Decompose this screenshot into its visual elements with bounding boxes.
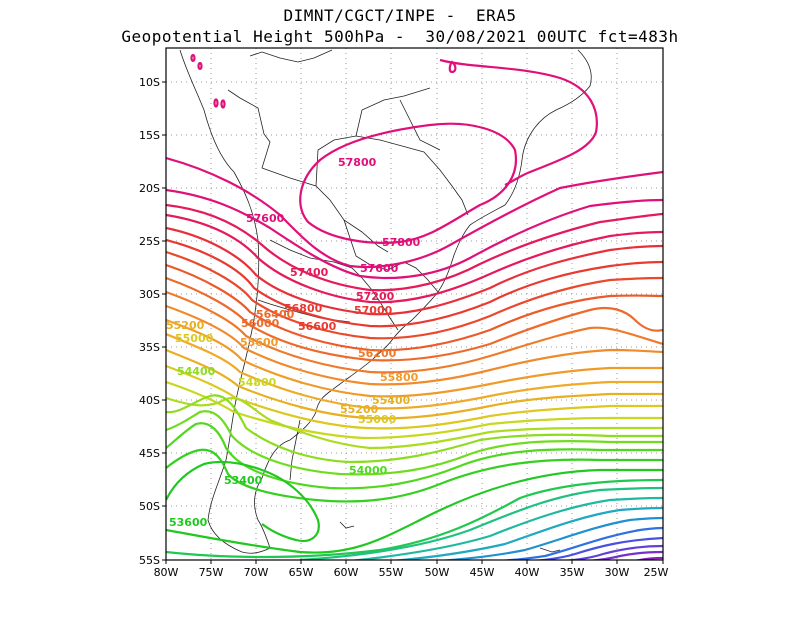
coastlines — [179, 49, 592, 554]
lat-label: 30S — [139, 288, 160, 301]
lat-labels: 10S 15S 20S 25S 30S 35S 40S 45S 50S 55S — [139, 76, 160, 567]
map-title-source: DIMNT/CGCT/INPE - ERA5 — [283, 6, 517, 25]
contour-label: 56000 — [241, 317, 280, 330]
lat-label: 10S — [139, 76, 160, 89]
contour-label: 55200 — [166, 319, 205, 332]
contour-label: 57400 — [290, 266, 329, 279]
lon-label: 25W — [644, 566, 669, 579]
contour-label: 56800 — [284, 302, 323, 315]
lon-label: 75W — [199, 566, 224, 579]
plot-frame — [165, 47, 664, 561]
contour-blobs — [190, 53, 226, 109]
lon-ticks — [165, 560, 664, 564]
contour-label: 57600 — [360, 262, 399, 275]
contour-label-group: 57800 57800 57600 57600 57400 57200 5700… — [166, 156, 421, 529]
lon-label: 65W — [289, 566, 314, 579]
contour-label: 54800 — [238, 376, 277, 389]
contour-label: 55000 — [358, 413, 397, 426]
contour-label: 57800 — [382, 236, 421, 249]
contour-label: 56600 — [298, 320, 337, 333]
lat-label: 55S — [139, 554, 160, 567]
graticule — [166, 48, 663, 560]
contour-label: 57600 — [246, 212, 285, 225]
lon-label: 40W — [515, 566, 540, 579]
lat-label: 20S — [139, 182, 160, 195]
map-title-field: Geopotential Height 500hPa - 30/08/2021 … — [121, 27, 679, 46]
lat-ticks — [162, 81, 166, 561]
contour-label: 56400 — [256, 308, 295, 321]
contour-label: 57800 — [338, 156, 377, 169]
lon-label: 30W — [605, 566, 630, 579]
contour-label: 53600 — [169, 516, 208, 529]
contour-label: 54000 — [349, 464, 388, 477]
contour-label: 57000 — [354, 304, 393, 317]
lon-label: 60W — [334, 566, 359, 579]
lon-label: 80W — [154, 566, 179, 579]
lat-label: 15S — [139, 129, 160, 142]
lon-label: 50W — [425, 566, 450, 579]
contour-label: 57200 — [356, 290, 395, 303]
lon-label: 45W — [470, 566, 495, 579]
lon-labels: 80W 75W 70W 65W 60W 55W 50W 45W 40W 35W … — [154, 566, 669, 579]
contour-label: 54400 — [177, 365, 216, 378]
lon-label: 35W — [560, 566, 585, 579]
contour-label: 55800 — [380, 371, 419, 384]
contour-label: 53400 — [224, 474, 263, 487]
lon-label: 70W — [244, 566, 269, 579]
contour-lines — [166, 58, 663, 560]
lat-label: 25S — [139, 235, 160, 248]
contour-label: 55200 — [340, 403, 379, 416]
contour-label: 55000 — [175, 332, 214, 345]
lat-label: 35S — [139, 341, 160, 354]
contour-label: 55600 — [240, 336, 279, 349]
lat-label: 40S — [139, 394, 160, 407]
lat-label: 45S — [139, 447, 160, 460]
contour-label: 55400 — [372, 394, 411, 407]
lat-label: 50S — [139, 500, 160, 513]
lon-label: 55W — [379, 566, 404, 579]
contour-label: 56200 — [358, 347, 397, 360]
